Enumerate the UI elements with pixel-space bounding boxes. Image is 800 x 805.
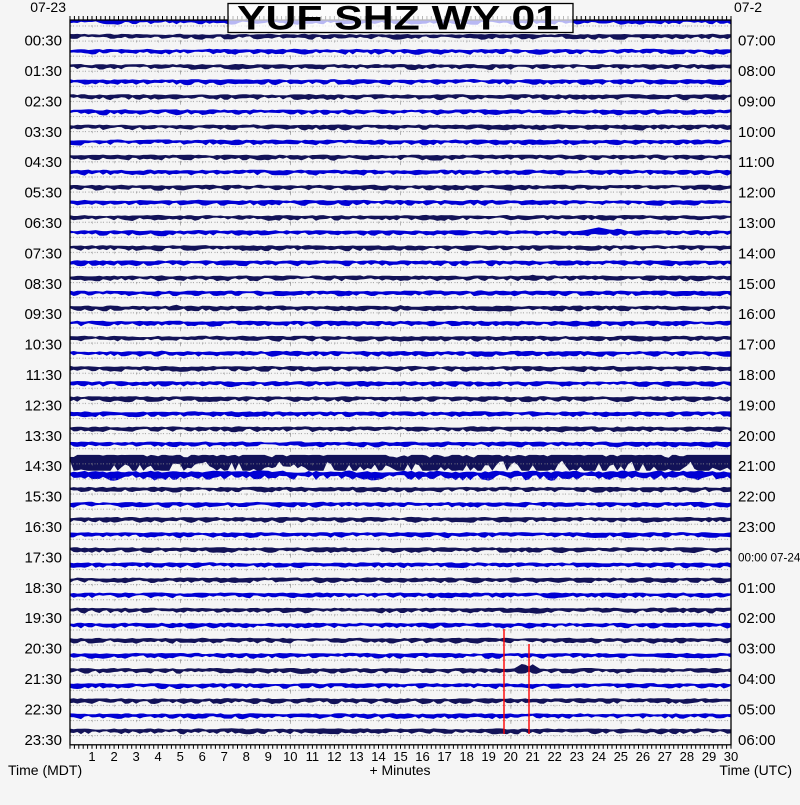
svg-text:17: 17 xyxy=(437,749,451,764)
svg-text:07:30: 07:30 xyxy=(24,245,62,262)
svg-text:17:00: 17:00 xyxy=(738,337,776,354)
svg-text:11:30: 11:30 xyxy=(26,367,62,384)
svg-text:21:00: 21:00 xyxy=(738,458,776,475)
svg-text:03:00: 03:00 xyxy=(738,641,776,658)
svg-text:14:30: 14:30 xyxy=(24,458,62,475)
svg-text:14:00: 14:00 xyxy=(738,245,776,262)
svg-text:00:30: 00:30 xyxy=(24,33,62,50)
svg-text:02:00: 02:00 xyxy=(738,610,776,627)
svg-text:08:00: 08:00 xyxy=(738,63,776,80)
svg-text:05:30: 05:30 xyxy=(24,185,62,202)
svg-text:01:00: 01:00 xyxy=(738,580,776,597)
svg-text:18:00: 18:00 xyxy=(738,367,776,384)
svg-text:Time (UTC): Time (UTC) xyxy=(719,762,792,778)
svg-text:20:30: 20:30 xyxy=(24,641,62,658)
svg-text:08:30: 08:30 xyxy=(24,276,62,293)
svg-text:10:00: 10:00 xyxy=(738,124,776,141)
svg-text:25: 25 xyxy=(614,749,628,764)
svg-text:+ Minutes: + Minutes xyxy=(369,762,430,778)
svg-text:24: 24 xyxy=(592,749,606,764)
svg-text:15:00: 15:00 xyxy=(738,276,776,293)
svg-text:21:30: 21:30 xyxy=(24,671,62,688)
svg-text:29: 29 xyxy=(702,749,716,764)
svg-text:12: 12 xyxy=(327,749,341,764)
svg-text:07:00: 07:00 xyxy=(738,33,776,50)
svg-text:23:00: 23:00 xyxy=(738,519,776,536)
svg-text:09:00: 09:00 xyxy=(738,93,776,110)
svg-text:07-2: 07-2 xyxy=(734,0,762,15)
svg-text:YUF SHZ WY 01: YUF SHZ WY 01 xyxy=(237,0,559,38)
svg-text:20: 20 xyxy=(503,749,517,764)
svg-text:23: 23 xyxy=(570,749,584,764)
svg-text:13:00: 13:00 xyxy=(738,215,776,232)
svg-text:27: 27 xyxy=(658,749,672,764)
svg-text:10: 10 xyxy=(283,749,297,764)
svg-text:10:30: 10:30 xyxy=(24,337,62,354)
svg-text:6: 6 xyxy=(199,749,206,764)
svg-text:03:30: 03:30 xyxy=(24,124,62,141)
svg-text:8: 8 xyxy=(243,749,250,764)
svg-text:19:00: 19:00 xyxy=(738,397,776,414)
svg-text:21: 21 xyxy=(525,749,539,764)
svg-text:22:30: 22:30 xyxy=(24,701,62,718)
svg-text:3: 3 xyxy=(132,749,139,764)
svg-text:13:30: 13:30 xyxy=(24,428,62,445)
svg-text:12:30: 12:30 xyxy=(24,397,62,414)
svg-text:04:30: 04:30 xyxy=(24,154,62,171)
svg-text:05:00: 05:00 xyxy=(738,701,776,718)
svg-text:12:00: 12:00 xyxy=(738,185,776,202)
svg-text:06:30: 06:30 xyxy=(24,215,62,232)
svg-text:2: 2 xyxy=(110,749,117,764)
svg-text:4: 4 xyxy=(154,749,161,764)
svg-text:19: 19 xyxy=(481,749,495,764)
svg-text:17:30: 17:30 xyxy=(24,549,62,566)
svg-text:26: 26 xyxy=(636,749,650,764)
svg-text:9: 9 xyxy=(265,749,272,764)
svg-text:16:00: 16:00 xyxy=(738,306,776,323)
svg-text:09:30: 09:30 xyxy=(24,306,62,323)
svg-text:11:00: 11:00 xyxy=(738,154,774,171)
svg-text:28: 28 xyxy=(680,749,694,764)
svg-text:Time (MDT): Time (MDT) xyxy=(8,762,82,778)
svg-text:22:00: 22:00 xyxy=(738,489,776,506)
svg-text:22: 22 xyxy=(547,749,561,764)
svg-text:06:00: 06:00 xyxy=(738,732,776,749)
svg-text:18:30: 18:30 xyxy=(24,580,62,597)
svg-text:15:30: 15:30 xyxy=(24,489,62,506)
svg-text:5: 5 xyxy=(177,749,184,764)
svg-text:13: 13 xyxy=(349,749,363,764)
svg-text:11: 11 xyxy=(306,749,320,764)
svg-text:7: 7 xyxy=(221,749,228,764)
svg-text:18: 18 xyxy=(459,749,473,764)
svg-text:23:30: 23:30 xyxy=(24,732,62,749)
svg-text:00:00 07-24: 00:00 07-24 xyxy=(738,552,800,565)
svg-text:16:30: 16:30 xyxy=(24,519,62,536)
svg-text:20:00: 20:00 xyxy=(738,428,776,445)
svg-text:1: 1 xyxy=(88,749,95,764)
svg-text:04:00: 04:00 xyxy=(738,671,776,688)
svg-text:19:30: 19:30 xyxy=(24,610,62,627)
svg-text:01:30: 01:30 xyxy=(24,63,62,80)
svg-text:07-23: 07-23 xyxy=(30,0,66,15)
svg-text:02:30: 02:30 xyxy=(24,93,62,110)
